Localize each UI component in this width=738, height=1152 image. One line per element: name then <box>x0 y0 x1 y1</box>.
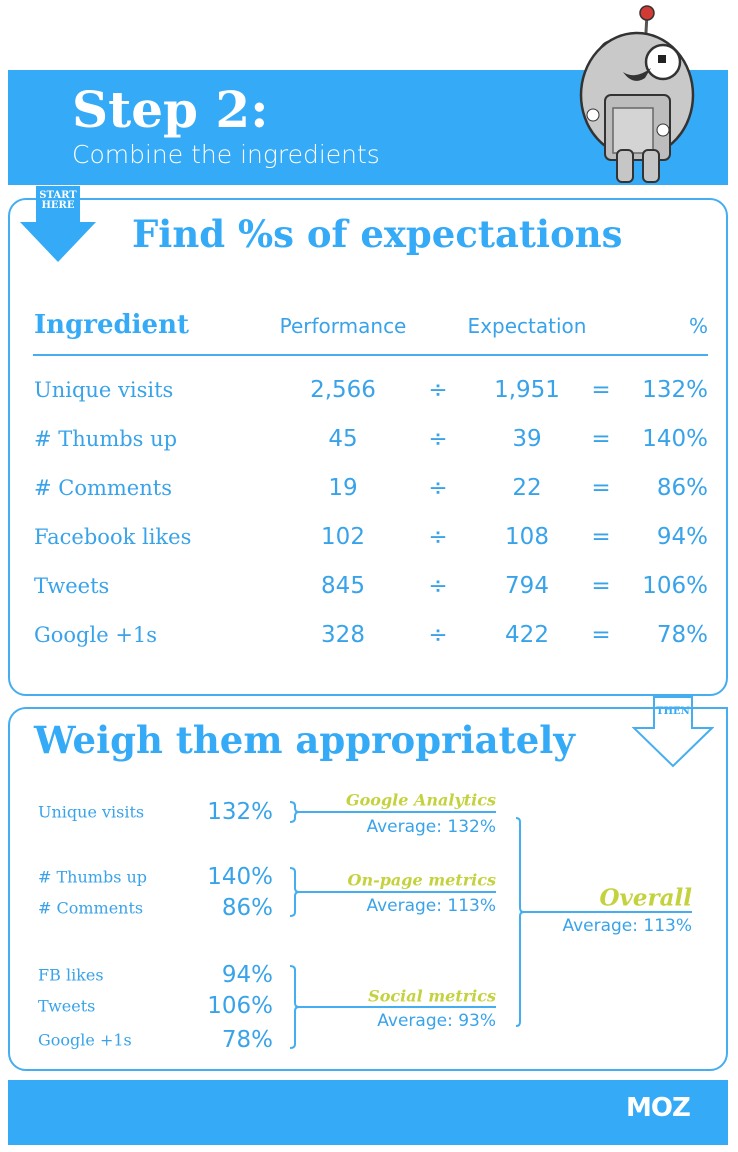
row-ingredient: Unique visits <box>34 378 174 402</box>
divide-symbol: ÷ <box>428 573 448 599</box>
weight-item-label: # Comments <box>38 898 144 918</box>
row-performance: 328 <box>321 622 365 648</box>
equals-symbol: = <box>591 622 611 648</box>
divide-symbol: ÷ <box>428 426 448 452</box>
row-percent: 78% <box>656 622 708 648</box>
row-performance: 45 <box>328 426 358 452</box>
section1-title: Find %s of expectations <box>132 212 623 256</box>
row-percent: 94% <box>656 524 708 550</box>
roger-robot-mascot <box>579 5 695 183</box>
equals-symbol: = <box>591 475 611 501</box>
row-expectation: 1,951 <box>494 377 560 403</box>
then-label: THEN <box>656 706 690 717</box>
weight-item-percent: 86% <box>221 895 273 921</box>
moz-logo: MOZ <box>626 1093 691 1123</box>
expectations-panel <box>8 198 728 696</box>
weight-item-percent: 132% <box>207 799 273 825</box>
row-percent: 106% <box>642 573 708 599</box>
weight-item-percent: 94% <box>221 962 273 988</box>
weight-item-label: Unique visits <box>38 802 145 822</box>
row-percent: 132% <box>642 377 708 403</box>
col-performance: Performance <box>279 314 407 338</box>
then-arrow-icon <box>632 696 714 768</box>
group-social-metrics-average: Average: 93% <box>377 1011 496 1031</box>
group-google-analytics: Google Analytics <box>345 790 496 810</box>
row-performance: 2,566 <box>310 377 376 403</box>
row-percent: 86% <box>656 475 708 501</box>
weight-item-label: Tweets <box>38 996 96 1016</box>
divide-symbol: ÷ <box>428 475 448 501</box>
start-here-arrow-icon <box>20 186 96 262</box>
row-ingredient: Facebook likes <box>34 525 192 549</box>
row-expectation: 422 <box>505 622 549 648</box>
weight-item-percent: 106% <box>207 993 273 1019</box>
weight-item-percent: 78% <box>221 1027 273 1053</box>
row-expectation: 108 <box>505 524 549 550</box>
row-ingredient: # Comments <box>34 476 172 500</box>
equals-symbol: = <box>591 524 611 550</box>
group-google-analytics-average: Average: 132% <box>366 817 496 837</box>
start-here-label: START HERE <box>39 190 77 211</box>
row-percent: 140% <box>642 426 708 452</box>
equals-symbol: = <box>591 573 611 599</box>
weight-item-percent: 140% <box>207 864 273 890</box>
equals-symbol: = <box>591 426 611 452</box>
weighting-panel <box>8 707 728 1071</box>
group-on-page-metrics-average: Average: 113% <box>366 896 496 916</box>
group-social-metrics: Social metrics <box>368 986 496 1006</box>
group-on-page-metrics: On-page metrics <box>347 870 496 890</box>
row-performance: 845 <box>321 573 365 599</box>
weight-item-label: Google +1s <box>38 1030 132 1050</box>
step-title: Step 2: <box>72 80 269 139</box>
row-ingredient: # Thumbs up <box>34 427 178 451</box>
col-percent: % <box>688 314 708 338</box>
step-subtitle: Combine the ingredients <box>72 140 380 169</box>
expectations-table: Ingredient Performance Expectation % Uni… <box>33 310 708 648</box>
col-expectation: Expectation <box>467 314 587 338</box>
weight-item-label: FB likes <box>38 965 104 985</box>
divide-symbol: ÷ <box>428 377 448 403</box>
weight-item-label: # Thumbs up <box>38 867 148 887</box>
overall-average: Average: 113% <box>562 916 692 936</box>
divide-symbol: ÷ <box>428 622 448 648</box>
row-ingredient: Tweets <box>34 574 110 598</box>
col-ingredient: Ingredient <box>34 310 189 340</box>
row-expectation: 22 <box>512 475 542 501</box>
row-performance: 102 <box>321 524 365 550</box>
row-expectation: 794 <box>505 573 549 599</box>
section2-title: Weigh them appropriately <box>34 718 575 762</box>
overall-label: Overall <box>599 884 692 912</box>
row-expectation: 39 <box>512 426 542 452</box>
row-performance: 19 <box>328 475 358 501</box>
header-divider <box>33 354 708 356</box>
footer-band <box>8 1080 728 1145</box>
equals-symbol: = <box>591 377 611 403</box>
divide-symbol: ÷ <box>428 524 448 550</box>
row-ingredient: Google +1s <box>34 623 158 647</box>
